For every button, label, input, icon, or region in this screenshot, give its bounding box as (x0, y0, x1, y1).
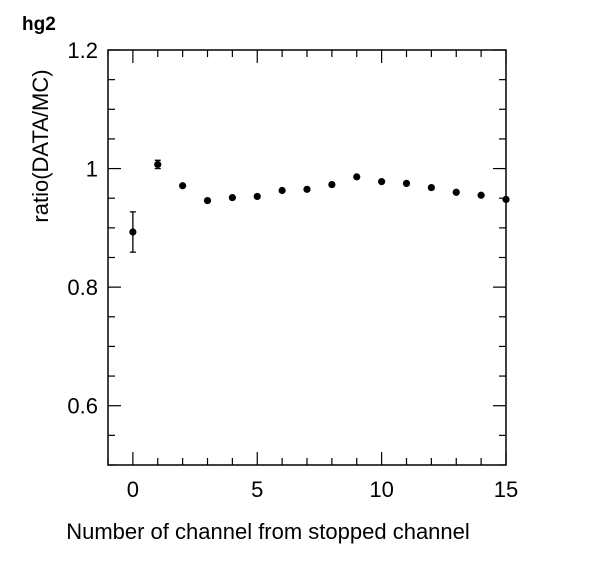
tick-labels: 0 5 10 15 0.6 0.8 1 1.2 (67, 38, 518, 502)
y-tick-label: 0.8 (67, 275, 98, 300)
data-point (402, 179, 411, 187)
data-point (452, 188, 460, 196)
x-tick-label: 5 (251, 477, 263, 502)
data-point (203, 196, 212, 205)
data-point (228, 194, 236, 202)
data-point (253, 192, 261, 201)
y-tick-label: 1 (86, 157, 98, 182)
data-point (328, 180, 336, 189)
x-axis-title: Number of channel from stopped channel (66, 519, 470, 544)
chart-title: hg2 (22, 14, 56, 35)
data-point (303, 185, 311, 193)
data-point (502, 195, 510, 203)
x-tick-label: 0 (127, 477, 139, 502)
y-axis-title: ratio(DATA/MC) (28, 69, 53, 222)
data-point (477, 191, 485, 199)
data-points (129, 159, 510, 253)
data-point (179, 182, 187, 190)
x-tick-label: 15 (494, 477, 518, 502)
x-tick-label: 10 (369, 477, 393, 502)
plot-frame (107, 49, 507, 466)
data-point (154, 160, 162, 169)
data-point (427, 183, 435, 192)
data-point (353, 173, 361, 181)
data-point (378, 178, 386, 186)
y-tick-label: 0.6 (67, 394, 98, 419)
data-point (278, 186, 286, 195)
data-point (129, 228, 137, 236)
axis-ticks (107, 49, 507, 466)
y-tick-label: 1.2 (67, 38, 98, 63)
